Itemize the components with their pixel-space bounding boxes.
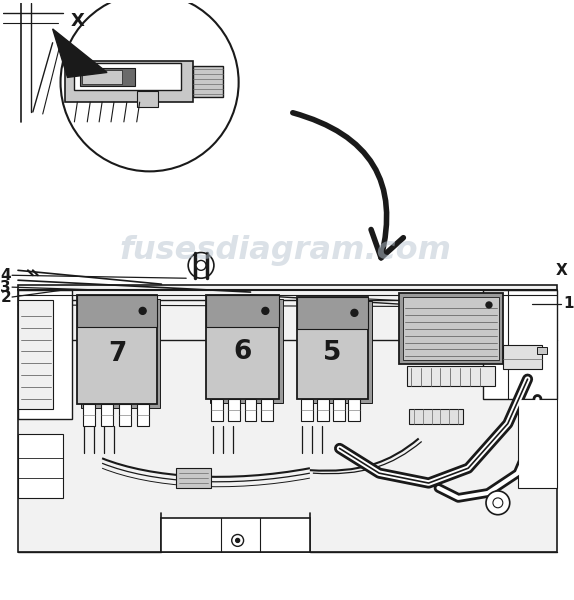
Polygon shape	[53, 29, 107, 77]
Bar	[77, 295, 157, 404]
Bar	[228, 399, 239, 421]
Bar	[18, 434, 63, 498]
Bar	[64, 61, 193, 102]
Text: 7: 7	[108, 341, 126, 367]
Bar	[399, 293, 503, 364]
Text: 2: 2	[1, 290, 11, 305]
Bar	[206, 295, 279, 399]
Bar	[161, 518, 310, 553]
Bar	[537, 347, 548, 355]
FancyArrowPatch shape	[293, 113, 404, 258]
Bar	[77, 295, 157, 327]
Bar	[333, 399, 344, 421]
Text: 1: 1	[563, 296, 573, 311]
Bar	[297, 297, 369, 399]
Bar	[176, 468, 211, 488]
Circle shape	[139, 307, 146, 314]
Circle shape	[486, 491, 510, 515]
Text: X: X	[71, 12, 84, 30]
Text: 5: 5	[324, 340, 342, 367]
Text: 4: 4	[1, 268, 11, 283]
Circle shape	[262, 307, 269, 314]
Bar	[348, 399, 360, 421]
Bar	[403, 297, 499, 361]
Bar	[137, 404, 149, 425]
Text: 6: 6	[234, 340, 252, 365]
Text: X: X	[555, 263, 567, 278]
Bar	[82, 70, 122, 85]
Bar	[75, 62, 181, 90]
Bar	[483, 290, 557, 399]
Bar	[297, 297, 369, 329]
Bar	[18, 300, 53, 409]
Text: fusesdiagram.com: fusesdiagram.com	[119, 235, 451, 266]
Bar	[18, 290, 72, 419]
Bar	[193, 65, 223, 97]
Circle shape	[493, 498, 503, 508]
Circle shape	[196, 260, 206, 271]
Bar	[317, 399, 329, 421]
Bar	[503, 344, 542, 369]
Bar	[261, 399, 273, 421]
Bar	[245, 399, 257, 421]
Circle shape	[351, 310, 358, 316]
Bar	[101, 404, 113, 425]
Bar	[82, 299, 161, 408]
Circle shape	[60, 0, 239, 172]
Bar	[210, 299, 283, 403]
Bar	[206, 295, 279, 327]
Bar	[18, 285, 557, 553]
Circle shape	[188, 253, 214, 278]
Bar	[301, 301, 372, 403]
Circle shape	[232, 535, 243, 547]
Bar	[137, 91, 158, 107]
Bar	[83, 404, 95, 425]
Circle shape	[486, 302, 492, 308]
Bar	[301, 399, 313, 421]
Bar	[119, 404, 131, 425]
Bar	[211, 399, 223, 421]
Bar	[518, 399, 557, 488]
Bar	[407, 366, 495, 386]
Bar	[80, 68, 135, 86]
Circle shape	[236, 538, 239, 542]
Text: 3: 3	[1, 280, 11, 295]
Bar	[409, 409, 463, 424]
